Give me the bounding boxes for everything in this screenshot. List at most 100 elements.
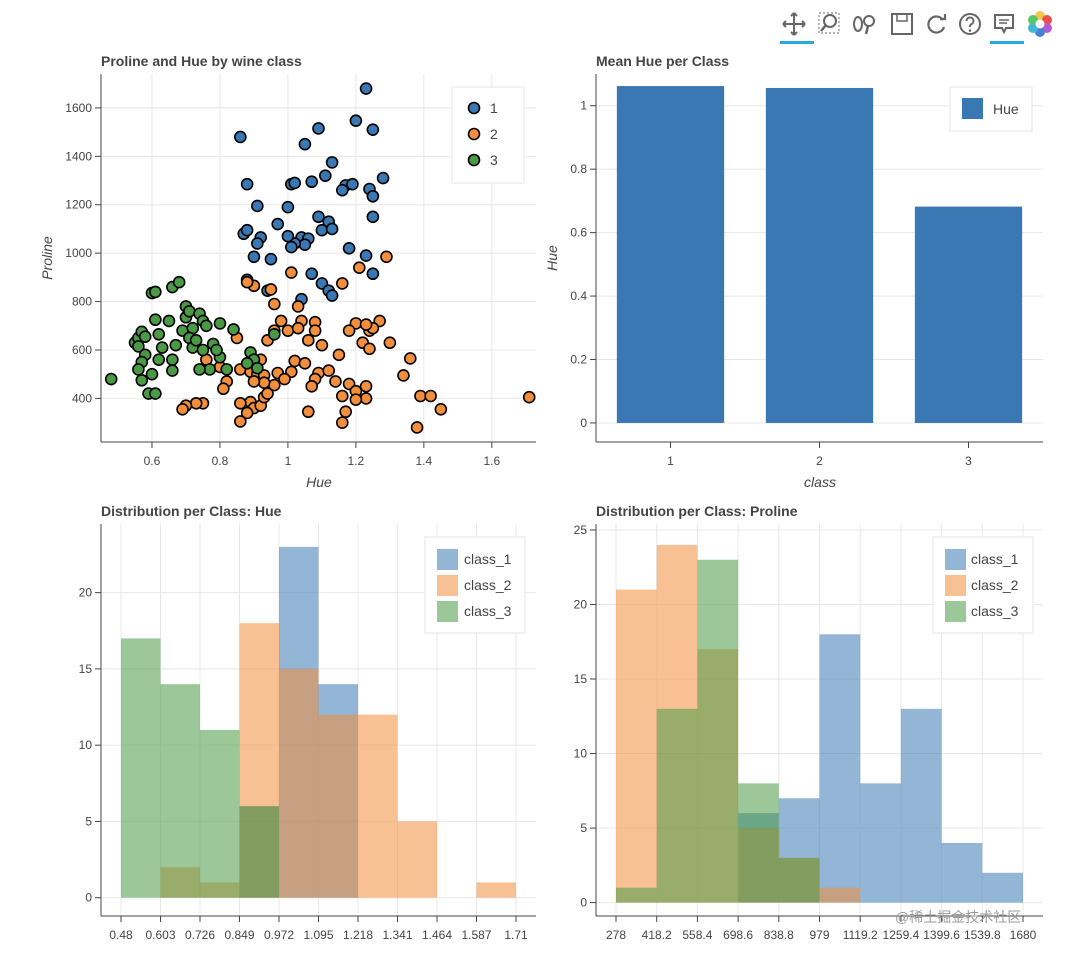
scatter-point-class-1 (247, 250, 261, 264)
hist-bar-class_1 (941, 842, 983, 903)
scatter-point-class-3 (183, 304, 196, 318)
bokeh-logo[interactable] (1026, 10, 1054, 40)
scatter-point-class-3 (145, 367, 159, 381)
scatter-point-class-2 (359, 318, 373, 331)
scatter-point-class-3 (135, 373, 149, 387)
scatter-point-class-2 (424, 389, 437, 403)
scatter-point-class-1 (234, 130, 247, 144)
scatter-point-class-1 (264, 252, 278, 266)
x-tick-label: 1.218 (343, 928, 373, 942)
scatter-x-axis-label: Hue (306, 474, 332, 490)
scatter-point-class-1 (346, 177, 359, 191)
save-tool-button[interactable] (888, 10, 916, 40)
plot-toolbar (770, 8, 1070, 44)
y-tick-label: 1400 (65, 149, 92, 163)
scatter-point-class-2 (176, 403, 189, 416)
scatter-legend-box (451, 86, 525, 184)
proline-histogram-panel: Distribution per Class: Proline 278 418.2… (574, 503, 1043, 942)
scatter-point-class-2 (335, 389, 349, 403)
hist-bar-class_2 (279, 668, 319, 898)
help-icon (959, 13, 981, 35)
scatter-point-class-2 (302, 334, 315, 347)
hist-bar-class_3 (778, 857, 820, 903)
y-tick-label: 25 (574, 523, 588, 537)
wheel-zoom-icon (853, 15, 875, 35)
scatter-point-class-2 (322, 364, 335, 377)
proline-legend-swatch-class-1 (945, 549, 966, 570)
hist-bar-class_2 (318, 714, 358, 898)
hue-histogram-title: Distribution per Class: Hue (101, 503, 282, 519)
scatter-title: Proline and Hue by wine class (101, 53, 302, 69)
hue-histogram-legend: class_1 class_2 class_3 (424, 536, 526, 634)
bar-title: Mean Hue per Class (596, 53, 729, 69)
x-tick-label: 838.8 (764, 928, 794, 942)
hover-icon (994, 14, 1014, 35)
x-tick-label: 1539.8 (964, 928, 1001, 942)
x-tick-label: 1399.6 (923, 928, 960, 942)
hist-bar-class_1 (982, 872, 1023, 903)
hist-bar-class_3 (738, 783, 779, 903)
hover-tool-button[interactable] (990, 10, 1024, 44)
scatter-point-class-3 (220, 363, 234, 376)
scatter-legend-label-1: 1 (490, 100, 498, 116)
proline-histogram-axes: 278 418.2 558.4 698.6 838.8 979 1119.2 1259.4 13… (574, 523, 1043, 942)
hist-bar-class_3 (616, 887, 657, 903)
x-tick-label: 1 (285, 454, 292, 468)
scatter-point-class-1 (312, 122, 325, 135)
x-tick-label: 1259.4 (883, 928, 920, 942)
hist-bar-class_3 (121, 638, 161, 898)
watermark: @稀土掘金技术社区 (895, 909, 1022, 925)
hist-bar-class_3 (656, 708, 698, 903)
wheel-zoom-tool-button[interactable] (850, 10, 878, 40)
x-tick-label: 1.095 (303, 928, 333, 942)
scatter-point-class-1 (376, 171, 390, 185)
scatter-point-class-2 (281, 324, 295, 337)
hist-bar-class_3 (697, 559, 739, 903)
scatter-point-class-1 (240, 177, 254, 191)
hue-histogram-bars (121, 546, 516, 898)
scatter-point-class-1 (335, 183, 349, 197)
hist-bar-class_1 (819, 634, 861, 903)
scatter-point-class-1 (251, 237, 264, 250)
bar-legend-swatch (962, 98, 983, 119)
scatter-point-class-2 (383, 336, 397, 350)
scatter-point-class-1 (366, 123, 380, 136)
y-tick-label: 10 (79, 738, 93, 752)
scatter-point-class-1 (349, 114, 363, 128)
proline-histogram-title: Distribution per Class: Proline (596, 503, 798, 519)
scatter-point-class-3 (240, 357, 254, 370)
bokeh-logo-icon (1028, 11, 1052, 37)
scatter-point-class-3 (268, 327, 281, 341)
scatter-point-class-2 (285, 266, 298, 279)
scatter-point-class-2 (414, 389, 427, 403)
scatter-point-class-1 (359, 249, 373, 262)
y-tick-label: 15 (574, 672, 588, 686)
x-tick-label: 1 (667, 454, 674, 468)
y-tick-label: 1000 (65, 246, 92, 260)
y-tick-label: 20 (574, 597, 588, 611)
scatter-point-class-2 (302, 405, 315, 419)
help-tool-button[interactable] (956, 10, 984, 40)
reset-tool-button[interactable] (922, 10, 950, 40)
hue-histogram-axes: 0.48 0.603 0.726 0.849 0.972 1.095 1.218 1.341 1… (79, 524, 536, 942)
y-tick-label: 15 (79, 662, 93, 676)
hist-bar-class_2 (476, 882, 516, 898)
scatter-point-class-1 (366, 267, 380, 281)
pan-tool-button[interactable] (780, 10, 814, 44)
hist-bar-class_1 (900, 708, 942, 903)
bar-class-1 (616, 86, 725, 423)
y-tick-label: 600 (72, 343, 92, 357)
y-tick-label: 5 (580, 821, 587, 835)
scatter-panel: Proline and Hue by wine class 0.6 0.8 1 1.2… (39, 53, 536, 490)
box-zoom-tool-button[interactable] (816, 10, 844, 40)
hue-legend-label-class-2: class_2 (464, 577, 512, 593)
proline-histogram-legend: class_1 class_2 class_3 (932, 536, 1034, 634)
scatter-point-class-2 (278, 372, 291, 386)
proline-histogram-bars (616, 544, 1023, 903)
y-tick-label: 20 (79, 586, 93, 600)
scatter-point-class-2 (264, 283, 278, 296)
scatter-point-class-1 (325, 156, 339, 169)
scatter-point-class-1 (312, 210, 325, 224)
scatter-point-class-2 (339, 405, 352, 419)
